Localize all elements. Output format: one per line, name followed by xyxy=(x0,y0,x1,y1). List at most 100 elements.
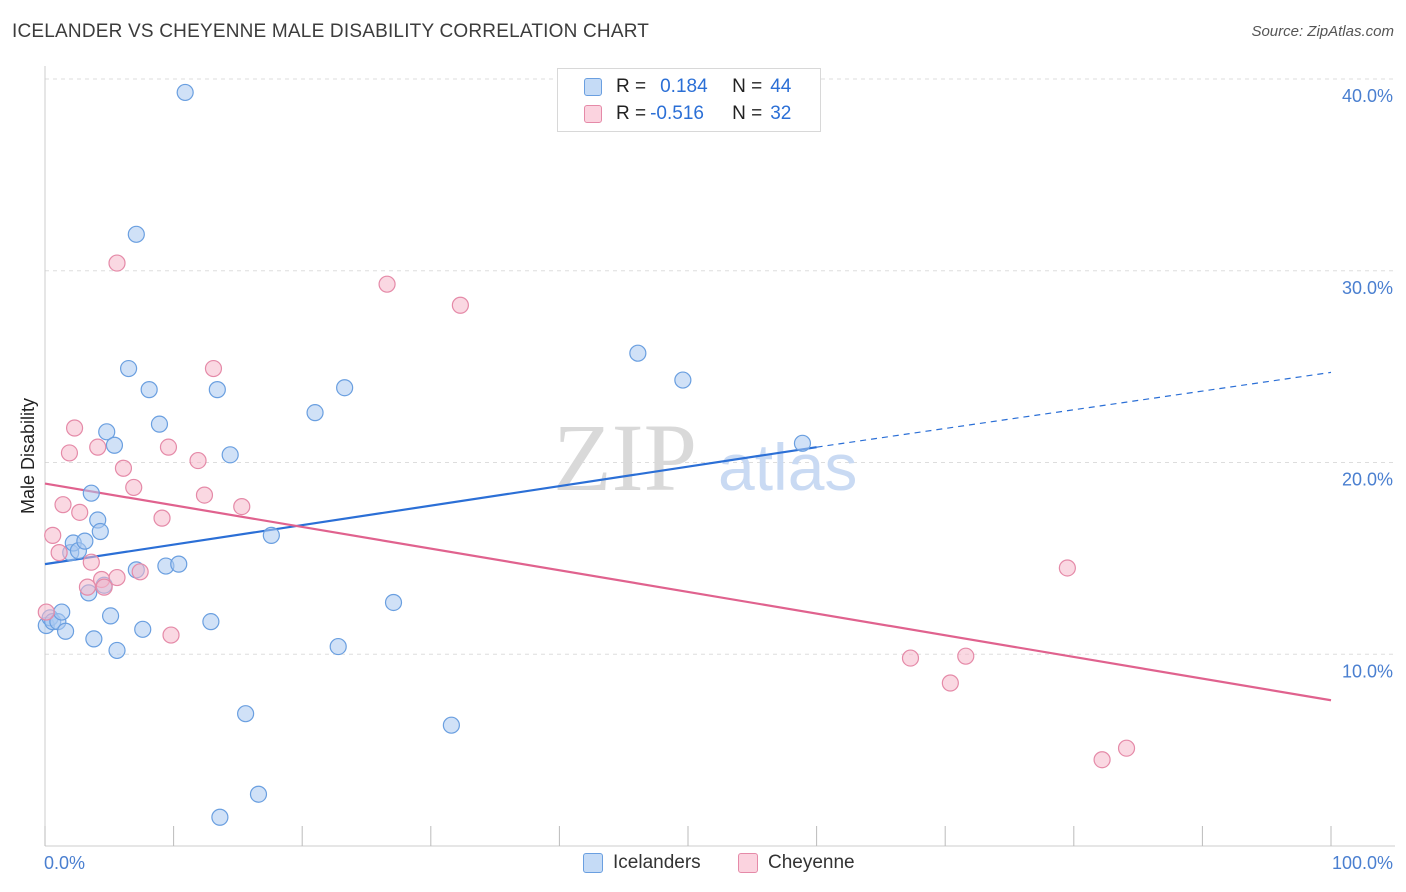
bottom-legend-swatch-blue xyxy=(583,853,603,873)
icelanders-point xyxy=(91,522,109,541)
icelanders-point xyxy=(150,415,169,433)
icelanders-point xyxy=(262,526,280,544)
icelanders-point xyxy=(202,613,220,631)
legend: R = 0.184 N = 44 R = -0.516 N = 32 xyxy=(557,68,821,132)
icelanders-trend-extension xyxy=(816,371,1332,448)
y-tick-label: 20.0% xyxy=(1342,470,1393,490)
icelanders-point xyxy=(442,716,460,734)
cheyenne-point xyxy=(125,478,143,497)
icelanders-point xyxy=(76,532,94,550)
legend-n-label: N = xyxy=(732,76,763,97)
cheyenne-point xyxy=(95,578,113,596)
legend-r-value: 0.184 xyxy=(660,76,708,97)
icelanders-point xyxy=(98,423,116,441)
trend-lines xyxy=(44,371,1332,702)
legend-r-label: R = xyxy=(616,103,647,124)
icelanders-point xyxy=(127,225,145,243)
cheyenne-point xyxy=(65,419,84,437)
icelanders-point xyxy=(211,808,229,826)
cheyenne-point xyxy=(233,498,251,516)
chart-title: ICELANDER VS CHEYENNE MALE DISABILITY CO… xyxy=(12,21,650,42)
cheyenne-trend-line xyxy=(44,482,1332,702)
icelanders-point xyxy=(336,379,354,397)
icelanders-point xyxy=(237,705,255,723)
cheyenne-point xyxy=(1058,559,1076,577)
cheyenne-point xyxy=(50,544,68,562)
cheyenne-point xyxy=(153,509,171,527)
icelanders-point xyxy=(119,359,138,378)
cheyenne-point xyxy=(114,459,133,477)
legend-swatch-blue xyxy=(584,78,602,96)
icelanders-point xyxy=(140,381,158,399)
icelanders-point xyxy=(629,344,647,362)
bottom-legend-label: Icelanders xyxy=(613,852,701,873)
axes xyxy=(44,66,1395,847)
tick-labels: 10.0% 20.0% 30.0% 40.0% 0.0% 100.0% xyxy=(44,86,1393,873)
y-tick-label: 40.0% xyxy=(1342,86,1393,106)
cheyenne-point xyxy=(901,649,920,667)
bottom-legend-icelanders: Icelanders xyxy=(583,852,701,874)
legend-r-label: R = xyxy=(616,76,647,97)
grid-lines xyxy=(45,78,1395,655)
icelanders-point xyxy=(793,434,812,452)
y-axis-label: Male Disability xyxy=(18,398,38,514)
source-credit: Source: ZipAtlas.com xyxy=(1251,23,1394,40)
legend-row-cheyenne: R = -0.516 N = 32 xyxy=(584,101,791,127)
icelanders-point xyxy=(329,637,347,656)
icelanders-point xyxy=(176,83,194,102)
icelanders-point xyxy=(134,620,152,638)
cheyenne-point xyxy=(54,496,72,514)
icelanders-point xyxy=(384,593,403,612)
cheyenne-point xyxy=(108,568,126,587)
cheyenne-point xyxy=(1093,751,1111,769)
legend-row-icelanders: R = 0.184 N = 44 xyxy=(584,74,791,100)
legend-n-label: N = xyxy=(732,103,763,124)
watermark-atlas: atlas xyxy=(718,430,857,504)
cheyenne-point xyxy=(941,674,959,692)
icelanders-point xyxy=(56,622,75,640)
cheyenne-point xyxy=(378,275,396,293)
y-tick-label: 30.0% xyxy=(1342,278,1393,298)
legend-r-value: -0.516 xyxy=(650,103,704,124)
cheyenne-point xyxy=(44,526,62,544)
legend-swatch-pink xyxy=(584,105,602,123)
icelanders-trend-line xyxy=(44,446,817,566)
icelanders-point xyxy=(105,436,124,454)
bottom-legend-cheyenne: Cheyenne xyxy=(738,852,855,874)
icelanders-point xyxy=(208,381,226,399)
icelanders-point xyxy=(85,630,103,648)
x-tick-label-min: 0.0% xyxy=(44,853,85,873)
cheyenne-point xyxy=(204,359,223,378)
cheyenne-point xyxy=(189,451,207,470)
cheyenne-point xyxy=(60,444,79,462)
cheyenne-point xyxy=(957,647,975,665)
cheyenne-point xyxy=(89,438,107,456)
icelanders-point xyxy=(221,446,239,464)
bottom-legend: Icelanders Cheyenne xyxy=(0,852,1406,878)
cheyenne-point xyxy=(1117,739,1136,757)
cheyenne-point xyxy=(37,603,55,621)
cheyenne-point xyxy=(159,438,178,456)
watermark-zip: ZIP xyxy=(553,404,697,511)
data-points xyxy=(37,83,1136,826)
cheyenne-point xyxy=(82,553,100,571)
icelanders-point xyxy=(249,785,268,803)
cheyenne-point xyxy=(451,296,469,314)
icelanders-point xyxy=(170,555,188,573)
cheyenne-point xyxy=(131,563,149,581)
icelanders-point xyxy=(82,484,100,502)
icelanders-point xyxy=(101,607,120,625)
bottom-legend-label: Cheyenne xyxy=(768,852,855,873)
cheyenne-point xyxy=(71,503,89,521)
x-tick-label-max: 100.0% xyxy=(1332,853,1393,873)
legend-n-value: 44 xyxy=(770,76,792,97)
cheyenne-point xyxy=(108,254,126,272)
cheyenne-point xyxy=(78,578,97,596)
icelanders-point xyxy=(306,404,324,422)
y-tick-label: 10.0% xyxy=(1342,661,1393,681)
cheyenne-point xyxy=(162,626,180,644)
icelanders-point xyxy=(53,603,71,621)
icelanders-point xyxy=(108,641,126,660)
bottom-legend-swatch-pink xyxy=(738,853,758,873)
